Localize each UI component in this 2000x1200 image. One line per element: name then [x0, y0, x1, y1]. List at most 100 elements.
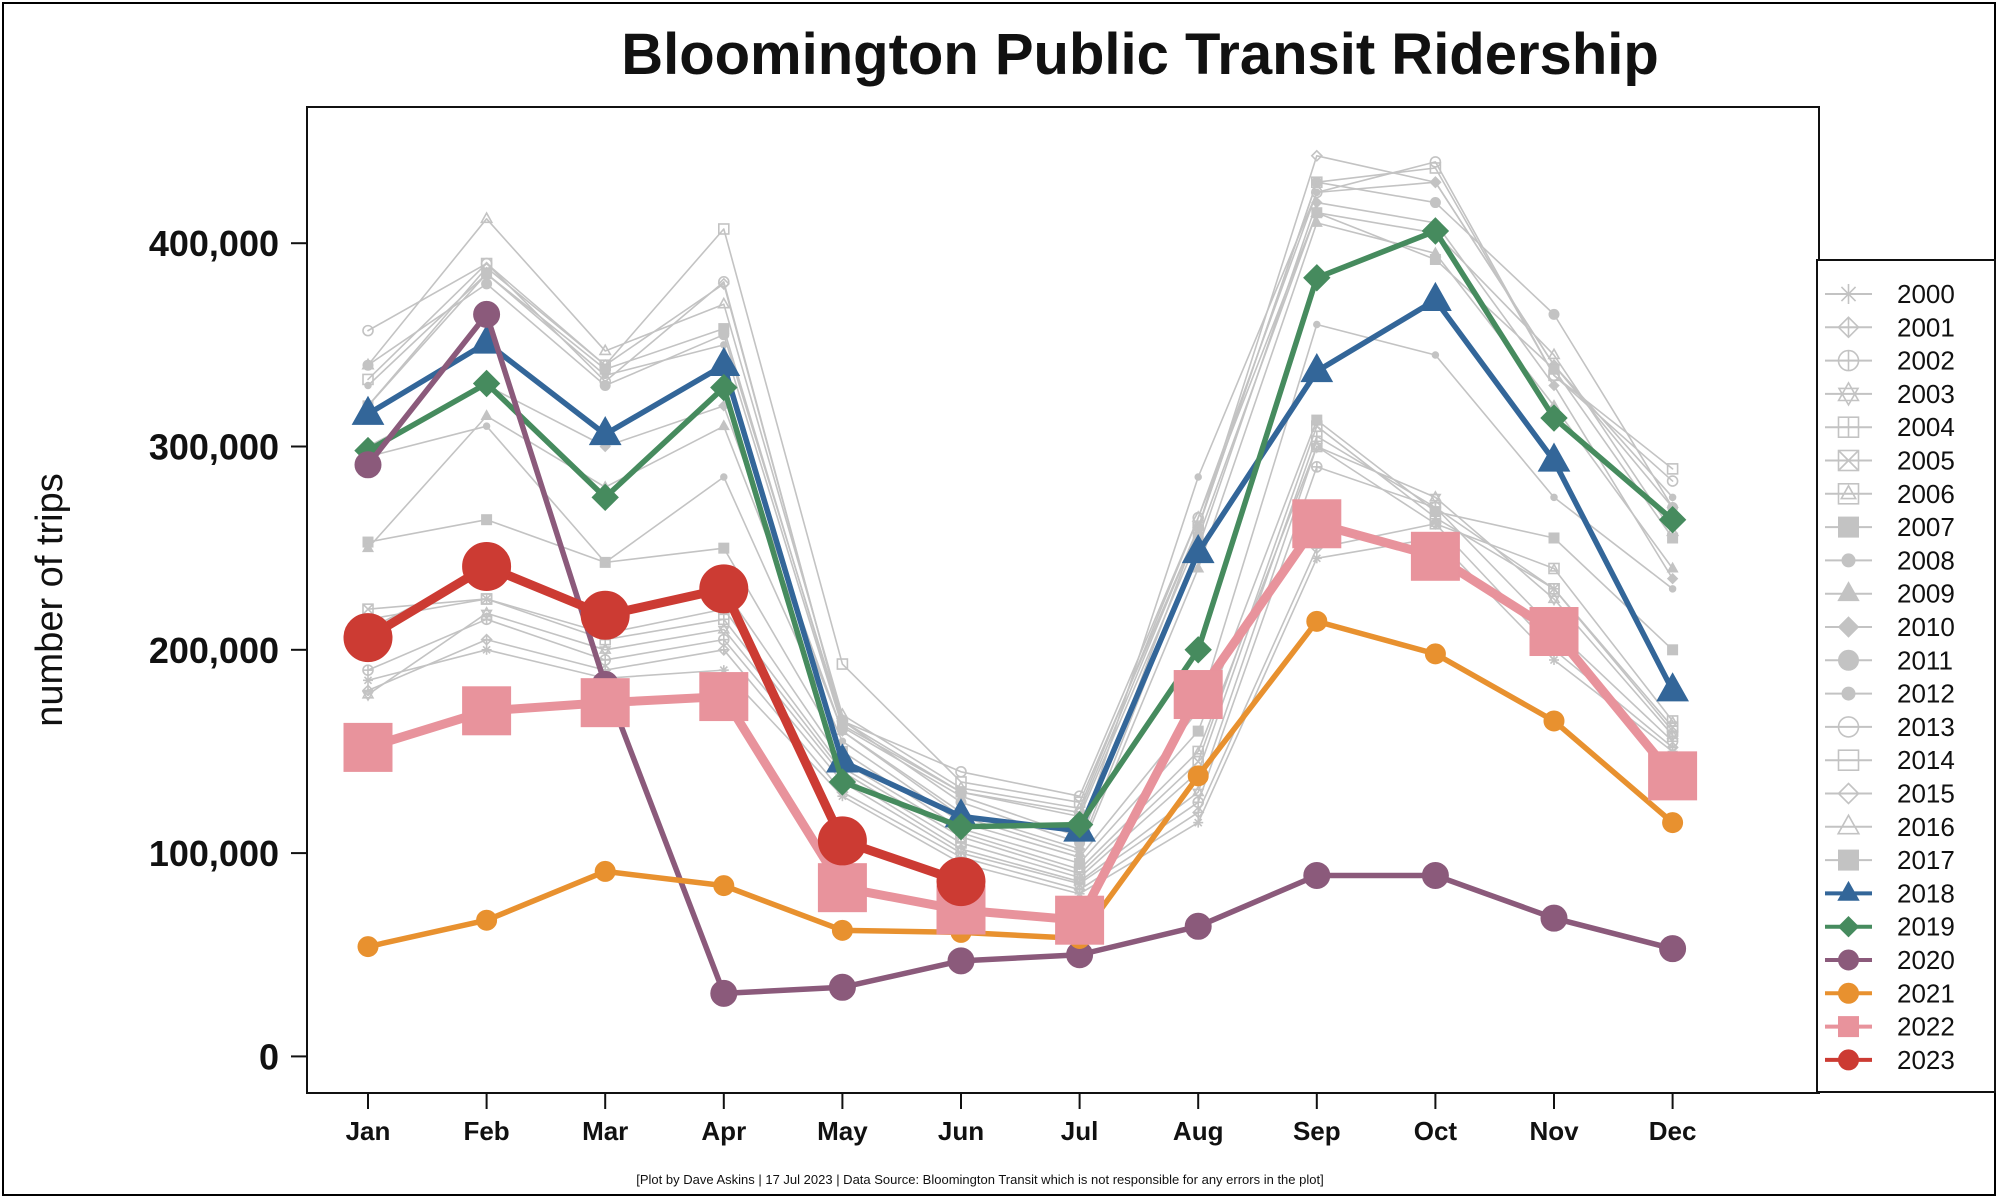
series-2004 — [362, 430, 1679, 884]
data-point-2017 — [599, 363, 611, 375]
legend-marker — [1837, 349, 1860, 372]
data-point-2001 — [1192, 806, 1205, 819]
legend-item-2023: 2023 — [1825, 1045, 1955, 1075]
data-point-2019 — [1065, 810, 1094, 839]
legend-marker — [1838, 649, 1859, 671]
data-point-2013 — [599, 375, 612, 388]
data-point-2011 — [1548, 308, 1560, 320]
legend-item-2008: 2008 — [1825, 545, 1955, 575]
data-point-2007 — [481, 514, 493, 526]
data-point-2021 — [357, 936, 379, 958]
legend-item-2015: 2015 — [1825, 779, 1955, 809]
series-2019 — [354, 217, 1687, 841]
legend-item-2022: 2022 — [1825, 1012, 1955, 1042]
y-tick-label: 0 — [259, 1036, 279, 1077]
data-point-2019 — [1658, 505, 1687, 534]
data-point-2009 — [1666, 561, 1679, 573]
legend-item-2020: 2020 — [1825, 945, 1955, 975]
data-point-2022 — [1173, 670, 1223, 720]
data-point-2021 — [1424, 643, 1446, 665]
data-point-2022 — [1410, 531, 1460, 581]
legend-marker — [1837, 482, 1860, 505]
data-point-2022 — [1055, 895, 1105, 945]
legend-item-2000: 2000 — [1825, 279, 1955, 309]
x-tick-label: May — [817, 1116, 868, 1146]
x-tick-label: Jun — [938, 1116, 984, 1146]
data-point-2021 — [713, 875, 735, 897]
data-point-2006 — [1666, 715, 1679, 727]
legend-marker — [1838, 1016, 1859, 1038]
data-point-2023 — [343, 613, 393, 663]
data-point-2001 — [480, 633, 493, 646]
data-point-2007 — [1429, 506, 1441, 518]
data-point-2000 — [1549, 654, 1559, 665]
series-2022 — [343, 499, 1698, 945]
data-point-2022 — [699, 672, 749, 722]
data-point-2000 — [1311, 553, 1322, 564]
series-line-2020 — [365, 311, 1676, 997]
data-point-2022 — [343, 722, 393, 772]
plot-area — [306, 106, 1820, 1094]
x-tick-label: Feb — [463, 1116, 509, 1146]
legend-label: 2009 — [1897, 579, 1955, 609]
data-point-2023 — [817, 816, 867, 866]
data-point-2012 — [364, 381, 372, 390]
data-point-2019 — [472, 369, 501, 398]
x-tick-label: Jan — [346, 1116, 391, 1146]
legend-label: 2016 — [1897, 812, 1955, 842]
data-point-2018 — [1537, 442, 1571, 472]
legend-item-2012: 2012 — [1825, 679, 1955, 709]
data-point-2021 — [594, 860, 616, 882]
data-point-2019 — [1421, 217, 1450, 245]
data-point-2021 — [1543, 710, 1565, 732]
legend-marker — [1837, 616, 1860, 638]
series-line-2008 — [367, 323, 1674, 858]
series-line-2018 — [365, 297, 1676, 834]
data-point-2003 — [361, 687, 375, 702]
data-point-2018 — [1300, 353, 1334, 383]
data-point-2020 — [947, 947, 975, 975]
data-point-2020 — [1421, 861, 1449, 889]
data-point-2017 — [1548, 363, 1560, 375]
legend-label: 2008 — [1897, 545, 1955, 575]
legend-marker — [1841, 686, 1856, 701]
legend-label: 2012 — [1897, 679, 1955, 709]
series-line-2016 — [367, 211, 1674, 810]
legend-label: 2004 — [1897, 412, 1955, 442]
data-point-2007 — [718, 542, 730, 554]
x-tick-label: Sep — [1293, 1116, 1341, 1146]
data-point-2022 — [1648, 751, 1698, 801]
legend-item-2016: 2016 — [1825, 812, 1955, 842]
legend-marker — [1838, 284, 1859, 304]
legend-item-2021: 2021 — [1825, 978, 1955, 1008]
data-point-2018 — [1419, 281, 1452, 311]
data-point-2015 — [1429, 176, 1442, 189]
data-point-2020 — [354, 451, 382, 479]
series-line-2002 — [367, 466, 1674, 885]
legend-label: 2007 — [1897, 512, 1955, 542]
data-point-2019 — [1540, 404, 1568, 432]
data-point-2003 — [1429, 490, 1442, 505]
x-tick-label: Apr — [701, 1116, 746, 1146]
data-point-2020 — [1303, 861, 1331, 889]
y-tick-label: 200,000 — [149, 630, 279, 671]
legend-item-2007: 2007 — [1825, 512, 1955, 542]
data-point-2012 — [1194, 473, 1202, 481]
legend-label: 2002 — [1897, 346, 1955, 376]
legend-item-2019: 2019 — [1825, 912, 1955, 942]
data-point-2016 — [717, 296, 731, 309]
data-point-2020 — [1184, 912, 1212, 940]
data-point-2023 — [699, 564, 749, 614]
legend-label: 2003 — [1897, 379, 1955, 409]
x-tick-label: Dec — [1649, 1116, 1697, 1146]
y-tick-label: 300,000 — [149, 427, 279, 468]
legend-marker — [1838, 849, 1859, 871]
data-point-2023 — [462, 541, 512, 591]
data-point-2017 — [1429, 253, 1441, 265]
legend-marker — [1838, 949, 1859, 971]
data-point-2014 — [1311, 176, 1323, 189]
legend-label: 2015 — [1897, 779, 1955, 809]
legend-label: 2023 — [1897, 1045, 1955, 1075]
